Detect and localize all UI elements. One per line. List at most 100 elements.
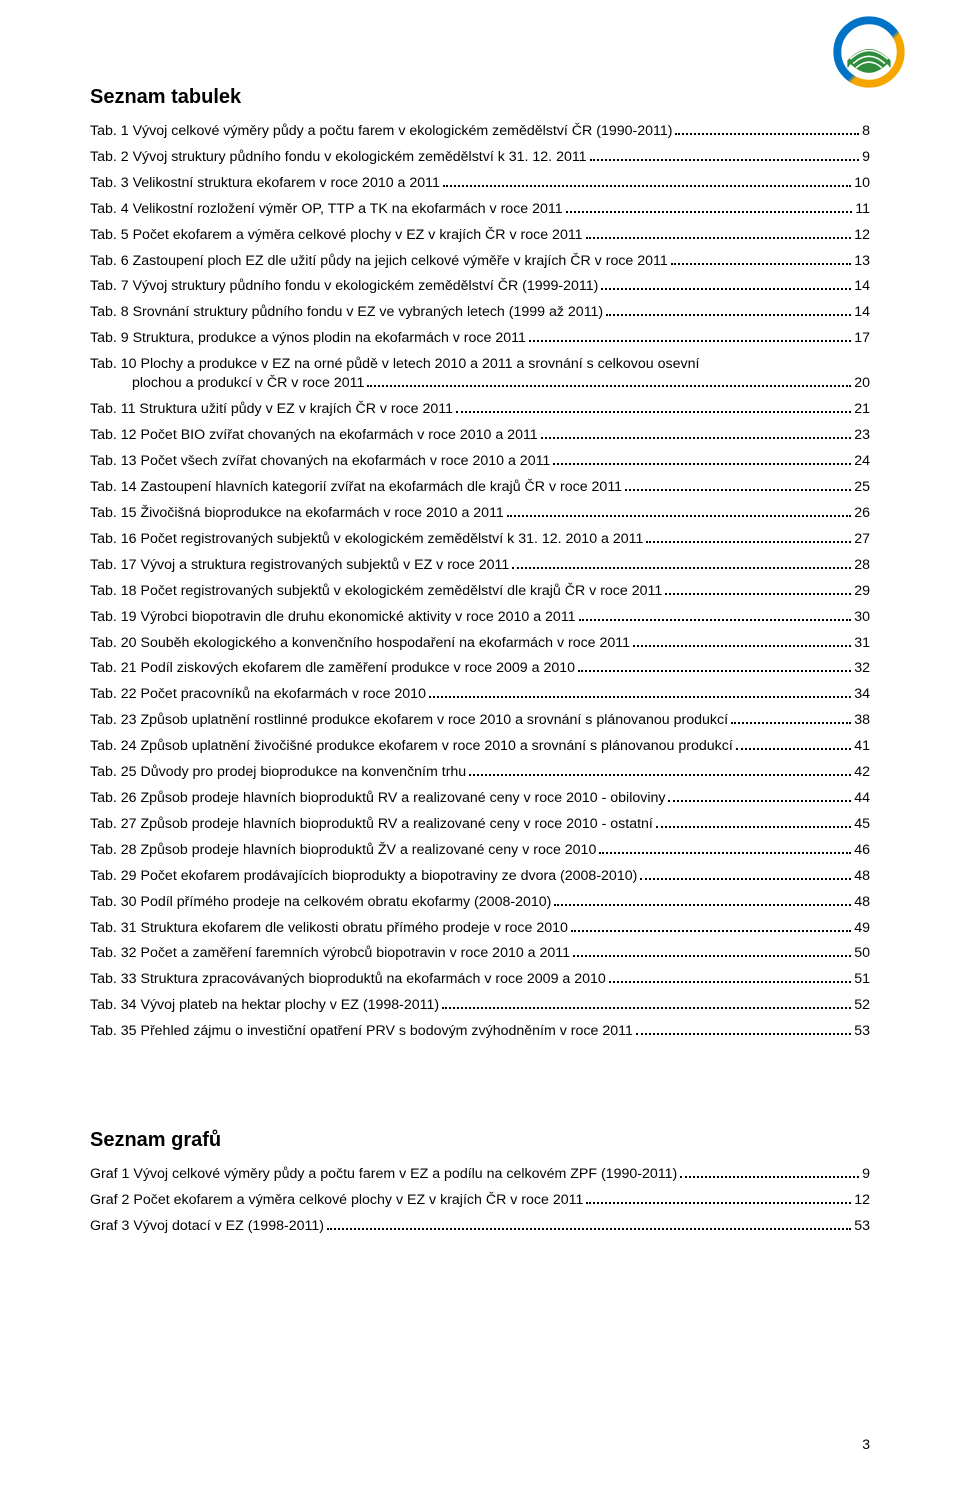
toc-entry[interactable]: Tab. 6 Zastoupení ploch EZ dle užití půd…	[90, 253, 870, 270]
toc-entry-page: 12	[854, 227, 870, 244]
toc-entry[interactable]: Tab. 27 Způsob prodeje hlavních bioprodu…	[90, 816, 870, 833]
toc-leader-dots	[606, 304, 851, 316]
toc-entry-label: Tab. 16 Počet registrovaných subjektů v …	[90, 531, 643, 548]
toc-leader-dots	[599, 842, 851, 854]
toc-entry-page: 50	[854, 945, 870, 962]
toc-entry[interactable]: Tab. 7 Vývoj struktury půdního fondu v e…	[90, 278, 870, 295]
toc-entry[interactable]: Tab. 29 Počet ekofarem prodávajících bio…	[90, 868, 870, 885]
toc-entry[interactable]: Tab. 13 Počet všech zvířat chovaných na …	[90, 453, 870, 470]
toc-leader-dots	[633, 635, 851, 647]
toc-leader-dots	[586, 1192, 851, 1204]
toc-leader-dots	[579, 609, 852, 621]
toc-entry-page: 9	[862, 149, 870, 166]
toc-entry[interactable]: Tab. 30 Podíl přímého prodeje na celkové…	[90, 894, 870, 911]
toc-leader-dots	[429, 686, 851, 698]
toc-entry-page: 48	[854, 868, 870, 885]
toc-entry-page: 9	[862, 1166, 870, 1183]
toc-entry-page: 14	[854, 304, 870, 321]
toc-entry[interactable]: Graf 2 Počet ekofarem a výměra celkové p…	[90, 1192, 870, 1209]
toc-entry-page: 29	[854, 583, 870, 600]
toc-entry[interactable]: Tab. 3 Velikostní struktura ekofarem v r…	[90, 175, 870, 192]
toc-entry[interactable]: Tab. 14 Zastoupení hlavních kategorií zv…	[90, 479, 870, 496]
toc-entry[interactable]: Tab. 28 Způsob prodeje hlavních bioprodu…	[90, 842, 870, 859]
toc-charts: Graf 1 Vývoj celkové výměry půdy a počtu…	[90, 1166, 870, 1235]
toc-entry-page: 17	[854, 330, 870, 347]
toc-entry[interactable]: Tab. 23 Způsob uplatnění rostlinné produ…	[90, 712, 870, 729]
toc-entry-label: Tab. 18 Počet registrovaných subjektů v …	[90, 583, 662, 600]
section-title-charts: Seznam grafů	[90, 1129, 870, 1152]
toc-entry-page: 46	[854, 842, 870, 859]
toc-entry[interactable]: Tab. 16 Počet registrovaných subjektů v …	[90, 531, 870, 548]
toc-entry-label: Tab. 6 Zastoupení ploch EZ dle užití půd…	[90, 253, 668, 270]
toc-entry-page: 38	[854, 712, 870, 729]
toc-entry[interactable]: Tab. 22 Počet pracovníků na ekofarmách v…	[90, 686, 870, 703]
toc-entry-label: Tab. 35 Přehled zájmu o investiční opatř…	[90, 1023, 633, 1040]
toc-entry-label: Tab. 25 Důvody pro prodej bioprodukce na…	[90, 764, 466, 781]
toc-entry-label: Tab. 30 Podíl přímého prodeje na celkové…	[90, 894, 551, 911]
toc-entry-page: 45	[854, 816, 870, 833]
toc-entry[interactable]: Tab. 12 Počet BIO zvířat chovaných na ek…	[90, 427, 870, 444]
toc-entry[interactable]: Tab. 20 Souběh ekologického a konvenčníh…	[90, 635, 870, 652]
toc-entry-label: Tab. 1 Vývoj celkové výměry půdy a počtu…	[90, 123, 672, 140]
toc-leader-dots	[671, 253, 851, 265]
page-number: 3	[862, 1436, 870, 1452]
toc-leader-dots	[469, 764, 851, 776]
toc-entry[interactable]: Tab. 8 Srovnání struktury půdního fondu …	[90, 304, 870, 321]
toc-entry[interactable]: Tab. 25 Důvody pro prodej bioprodukce na…	[90, 764, 870, 781]
toc-entry[interactable]: Tab. 31 Struktura ekofarem dle velikosti…	[90, 920, 870, 937]
toc-entry[interactable]: Tab. 24 Způsob uplatnění živočišné produ…	[90, 738, 870, 755]
toc-entry-label: Tab. 12 Počet BIO zvířat chovaných na ek…	[90, 427, 538, 444]
toc-leader-dots	[571, 920, 851, 932]
toc-entry[interactable]: Graf 3 Vývoj dotací v EZ (1998-2011) 53	[90, 1218, 870, 1235]
toc-leader-dots	[367, 376, 851, 388]
toc-entry[interactable]: Tab. 9 Struktura, produkce a výnos plodi…	[90, 330, 870, 347]
section-title-tables: Seznam tabulek	[90, 86, 870, 109]
toc-entry-label: Tab. 31 Struktura ekofarem dle velikosti…	[90, 920, 568, 937]
logo-icon	[833, 16, 905, 88]
toc-entry-page: 41	[854, 738, 870, 755]
toc-entry[interactable]: Tab. 26 Způsob prodeje hlavních bioprodu…	[90, 790, 870, 807]
toc-entry[interactable]: Tab. 18 Počet registrovaných subjektů v …	[90, 583, 870, 600]
toc-leader-dots	[553, 453, 851, 465]
toc-entry[interactable]: Tab. 4 Velikostní rozložení výměr OP, TT…	[90, 201, 870, 218]
toc-entry-page: 48	[854, 894, 870, 911]
toc-entry-label: Tab. 19 Výrobci biopotravin dle druhu ek…	[90, 609, 576, 626]
toc-entry-page: 25	[854, 479, 870, 496]
toc-entry-label: Tab. 28 Způsob prodeje hlavních bioprodu…	[90, 842, 596, 859]
toc-entry[interactable]: Tab. 32 Počet a zaměření faremních výrob…	[90, 945, 870, 962]
toc-leader-dots	[601, 279, 851, 291]
toc-leader-dots	[327, 1218, 851, 1230]
toc-entry-label: Graf 2 Počet ekofarem a výměra celkové p…	[90, 1192, 583, 1209]
toc-entry[interactable]: Tab. 17 Vývoj a struktura registrovaných…	[90, 557, 870, 574]
toc-entry[interactable]: Tab. 2 Vývoj struktury půdního fondu v e…	[90, 149, 870, 166]
toc-entry-label: Tab. 9 Struktura, produkce a výnos plodi…	[90, 330, 526, 347]
toc-entry-label: Graf 3 Vývoj dotací v EZ (1998-2011)	[90, 1218, 324, 1235]
toc-entry[interactable]: Tab. 19 Výrobci biopotravin dle druhu ek…	[90, 609, 870, 626]
toc-entry[interactable]: Tab. 15 Živočišná bioprodukce na ekofarm…	[90, 505, 870, 522]
toc-entry[interactable]: Tab. 34 Vývoj plateb na hektar plochy v …	[90, 997, 870, 1014]
toc-entry-label: Tab. 11 Struktura užití půdy v EZ v kraj…	[90, 401, 453, 418]
toc-leader-dots	[668, 790, 851, 802]
toc-leader-dots	[507, 505, 851, 517]
toc-entry[interactable]: Tab. 21 Podíl ziskových ekofarem dle zam…	[90, 660, 870, 677]
toc-entry[interactable]: Tab. 5 Počet ekofarem a výměra celkové p…	[90, 227, 870, 244]
toc-entry-page: 20	[854, 375, 870, 392]
toc-entry-page: 49	[854, 920, 870, 937]
toc-entry[interactable]: Tab. 1 Vývoj celkové výměry půdy a počtu…	[90, 123, 870, 140]
toc-entry[interactable]: Graf 1 Vývoj celkové výměry půdy a počtu…	[90, 1166, 870, 1183]
toc-entry-label: Tab. 7 Vývoj struktury půdního fondu v e…	[90, 278, 598, 295]
toc-leader-dots	[573, 945, 851, 957]
toc-entry[interactable]: Tab. 10 Plochy a produkce v EZ na orné p…	[90, 356, 870, 393]
toc-entry[interactable]: Tab. 11 Struktura užití půdy v EZ v kraj…	[90, 401, 870, 418]
toc-leader-dots	[442, 997, 851, 1009]
toc-leader-dots	[456, 401, 851, 413]
toc-entry[interactable]: Tab. 35 Přehled zájmu o investiční opatř…	[90, 1023, 870, 1040]
toc-entry-label: Tab. 8 Srovnání struktury půdního fondu …	[90, 304, 603, 321]
toc-leader-dots	[656, 816, 851, 828]
toc-leader-dots	[541, 427, 852, 439]
toc-leader-dots	[675, 123, 859, 135]
toc-leader-dots	[586, 227, 852, 239]
toc-leader-dots	[736, 738, 851, 750]
toc-entry-page: 44	[854, 790, 870, 807]
toc-entry[interactable]: Tab. 33 Struktura zpracovávaných bioprod…	[90, 971, 870, 988]
